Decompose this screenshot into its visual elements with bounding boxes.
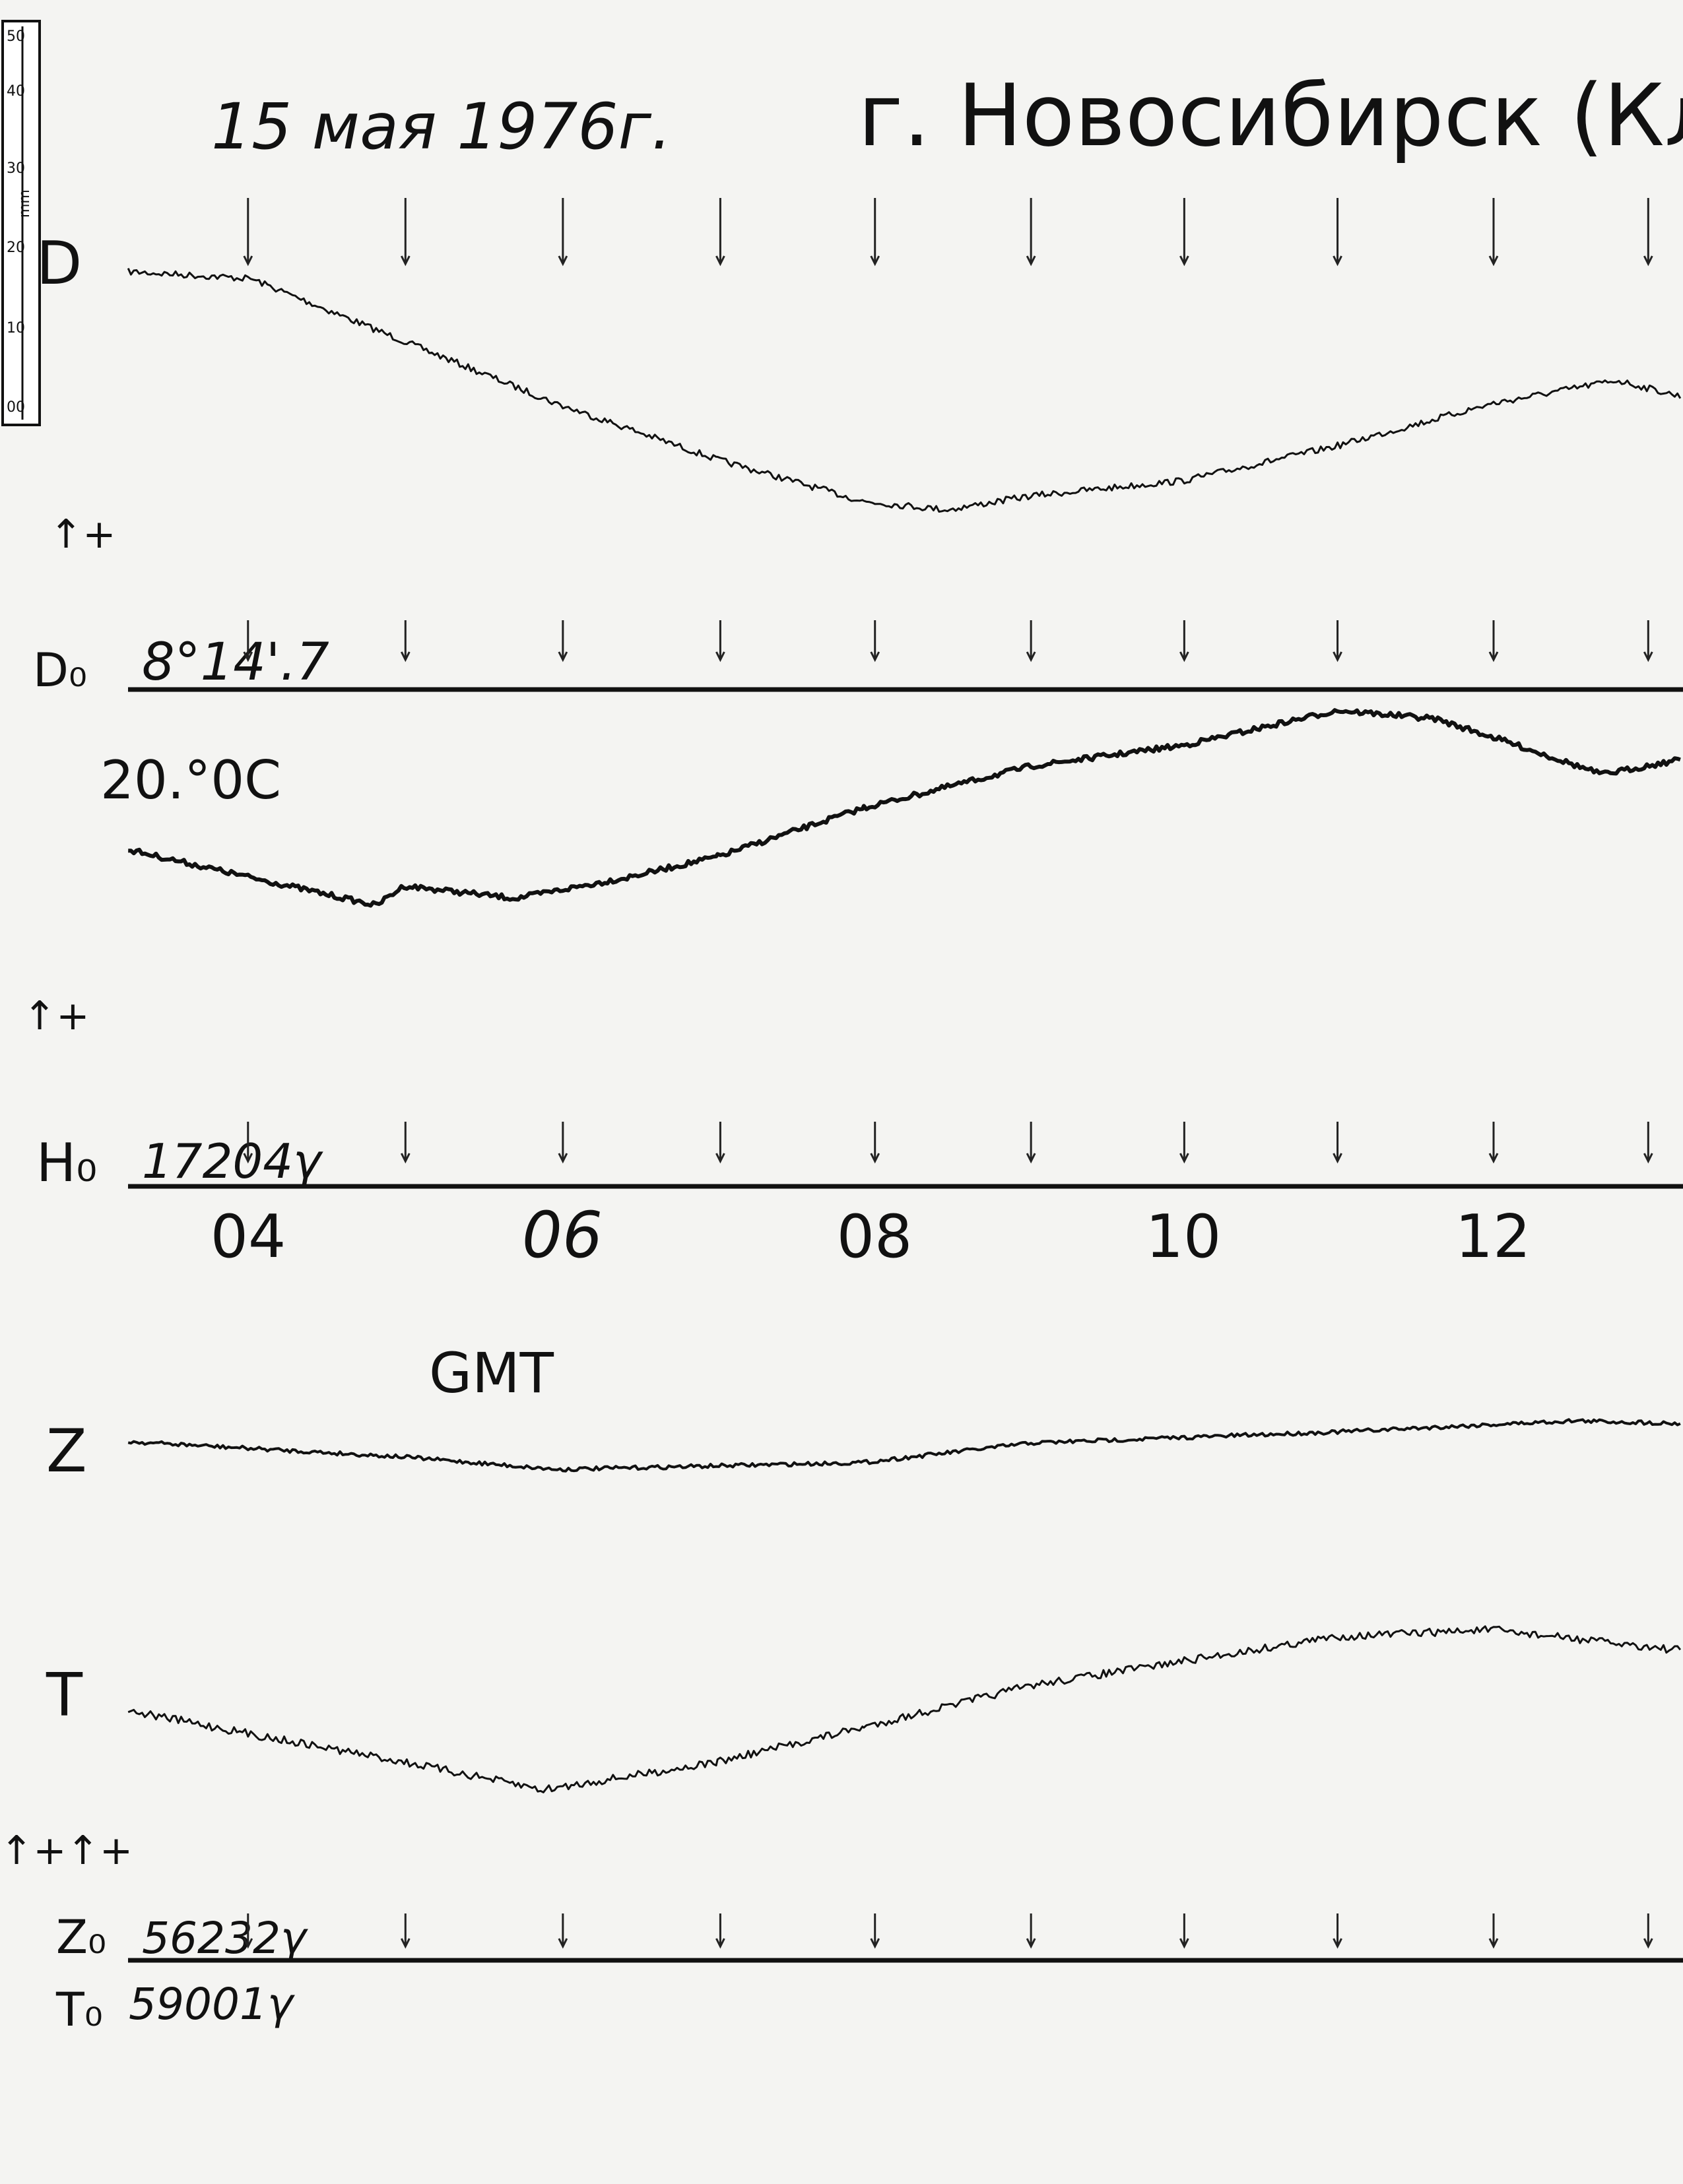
ruler-label: 10: [7, 320, 25, 337]
time-mark-arrow: [400, 1938, 411, 1949]
trace: [128, 708, 1681, 908]
ruler-unit: mm: [16, 189, 33, 218]
baseline-value: 56232γ: [142, 1913, 308, 1964]
time-label: 08: [837, 1202, 913, 1271]
baseline-label: D₀: [33, 643, 87, 697]
polarity: ↑+: [23, 993, 90, 1039]
ruler-label: 40: [7, 83, 25, 100]
time-mark-arrow: [1643, 255, 1653, 267]
time-mark-arrow: [1488, 1938, 1499, 1949]
time-mark-arrow: [870, 1938, 880, 1949]
time-mark-arrow: [1333, 1153, 1342, 1164]
time-mark-arrow: [1179, 1153, 1189, 1164]
time-mark-arrow: [1643, 1153, 1653, 1164]
trace-label: Z: [46, 1417, 87, 1486]
time-mark-arrow: [1026, 255, 1036, 267]
time-mark-arrow: [715, 651, 725, 662]
time-mark-arrow: [715, 255, 725, 267]
ruler-label: 20: [7, 240, 25, 256]
time-mark-arrow: [1333, 255, 1342, 267]
time-mark-arrow: [870, 1153, 880, 1164]
ruler-label: 00: [7, 399, 25, 416]
temperature: 20.°0C: [100, 750, 281, 811]
time-mark-arrow: [400, 651, 411, 662]
time-mark-arrow: [870, 651, 880, 662]
baseline-value: 8°14'.7: [142, 633, 329, 692]
time-mark-arrow: [1026, 651, 1036, 662]
trace: [127, 1625, 1682, 1793]
ruler: [1, 20, 41, 426]
time-mark-arrow: [1488, 255, 1499, 267]
time-mark-arrow: [1643, 651, 1653, 662]
time-label: 04: [211, 1202, 286, 1271]
baseline-label: T₀: [55, 1983, 103, 2037]
ruler-label: 50: [7, 28, 25, 45]
baseline-value: 59001γ: [129, 1979, 295, 2030]
time-mark-arrow: [1179, 1938, 1189, 1949]
baseline-label: H₀: [36, 1132, 97, 1194]
time-mark-arrow: [1179, 651, 1189, 662]
baseline-label: Z₀: [56, 1910, 106, 1964]
time-mark-arrow: [243, 255, 253, 267]
time-mark-arrow: [1026, 1938, 1036, 1949]
time-label: 10: [1146, 1202, 1222, 1271]
polarity: ↑+↑+: [0, 1828, 133, 1874]
baseline-value: 17204γ: [142, 1134, 323, 1189]
time-mark-arrow: [243, 651, 253, 662]
time-label: 06: [522, 1198, 603, 1272]
time-mark-arrow: [1643, 1938, 1653, 1949]
date: 15 мая 1976г.: [211, 90, 671, 164]
time-mark-arrow: [1179, 255, 1189, 267]
time-mark-arrow: [1333, 651, 1342, 662]
time-unit: GMT: [429, 1341, 554, 1405]
time-mark-arrow: [243, 1938, 253, 1949]
time-mark-arrow: [558, 255, 568, 267]
trace: [127, 267, 1682, 513]
time-mark-arrow: [715, 1153, 725, 1164]
traces: [127, 198, 1683, 1963]
time-mark-arrow: [715, 1938, 725, 1949]
time-mark-arrow: [1488, 651, 1499, 662]
time-mark-arrow: [243, 1153, 253, 1164]
time-mark-arrow: [1333, 1938, 1342, 1949]
time-mark-arrow: [1026, 1153, 1036, 1164]
trace: [127, 1418, 1681, 1473]
ruler-label: 30: [7, 160, 25, 177]
time-mark-arrow: [400, 1153, 411, 1164]
trace-label: D: [36, 229, 82, 298]
time-label: 12: [1455, 1202, 1531, 1271]
place: г. Новосибирск (Ключи: [858, 65, 1683, 166]
time-mark-arrow: [558, 1938, 568, 1949]
time-mark-arrow: [870, 255, 880, 267]
time-mark-arrow: [1488, 1153, 1499, 1164]
trace-label: T: [46, 1661, 83, 1730]
time-mark-arrow: [558, 1153, 568, 1164]
time-mark-arrow: [400, 255, 411, 267]
time-mark-arrow: [558, 651, 568, 662]
polarity: ↑+: [50, 511, 116, 558]
